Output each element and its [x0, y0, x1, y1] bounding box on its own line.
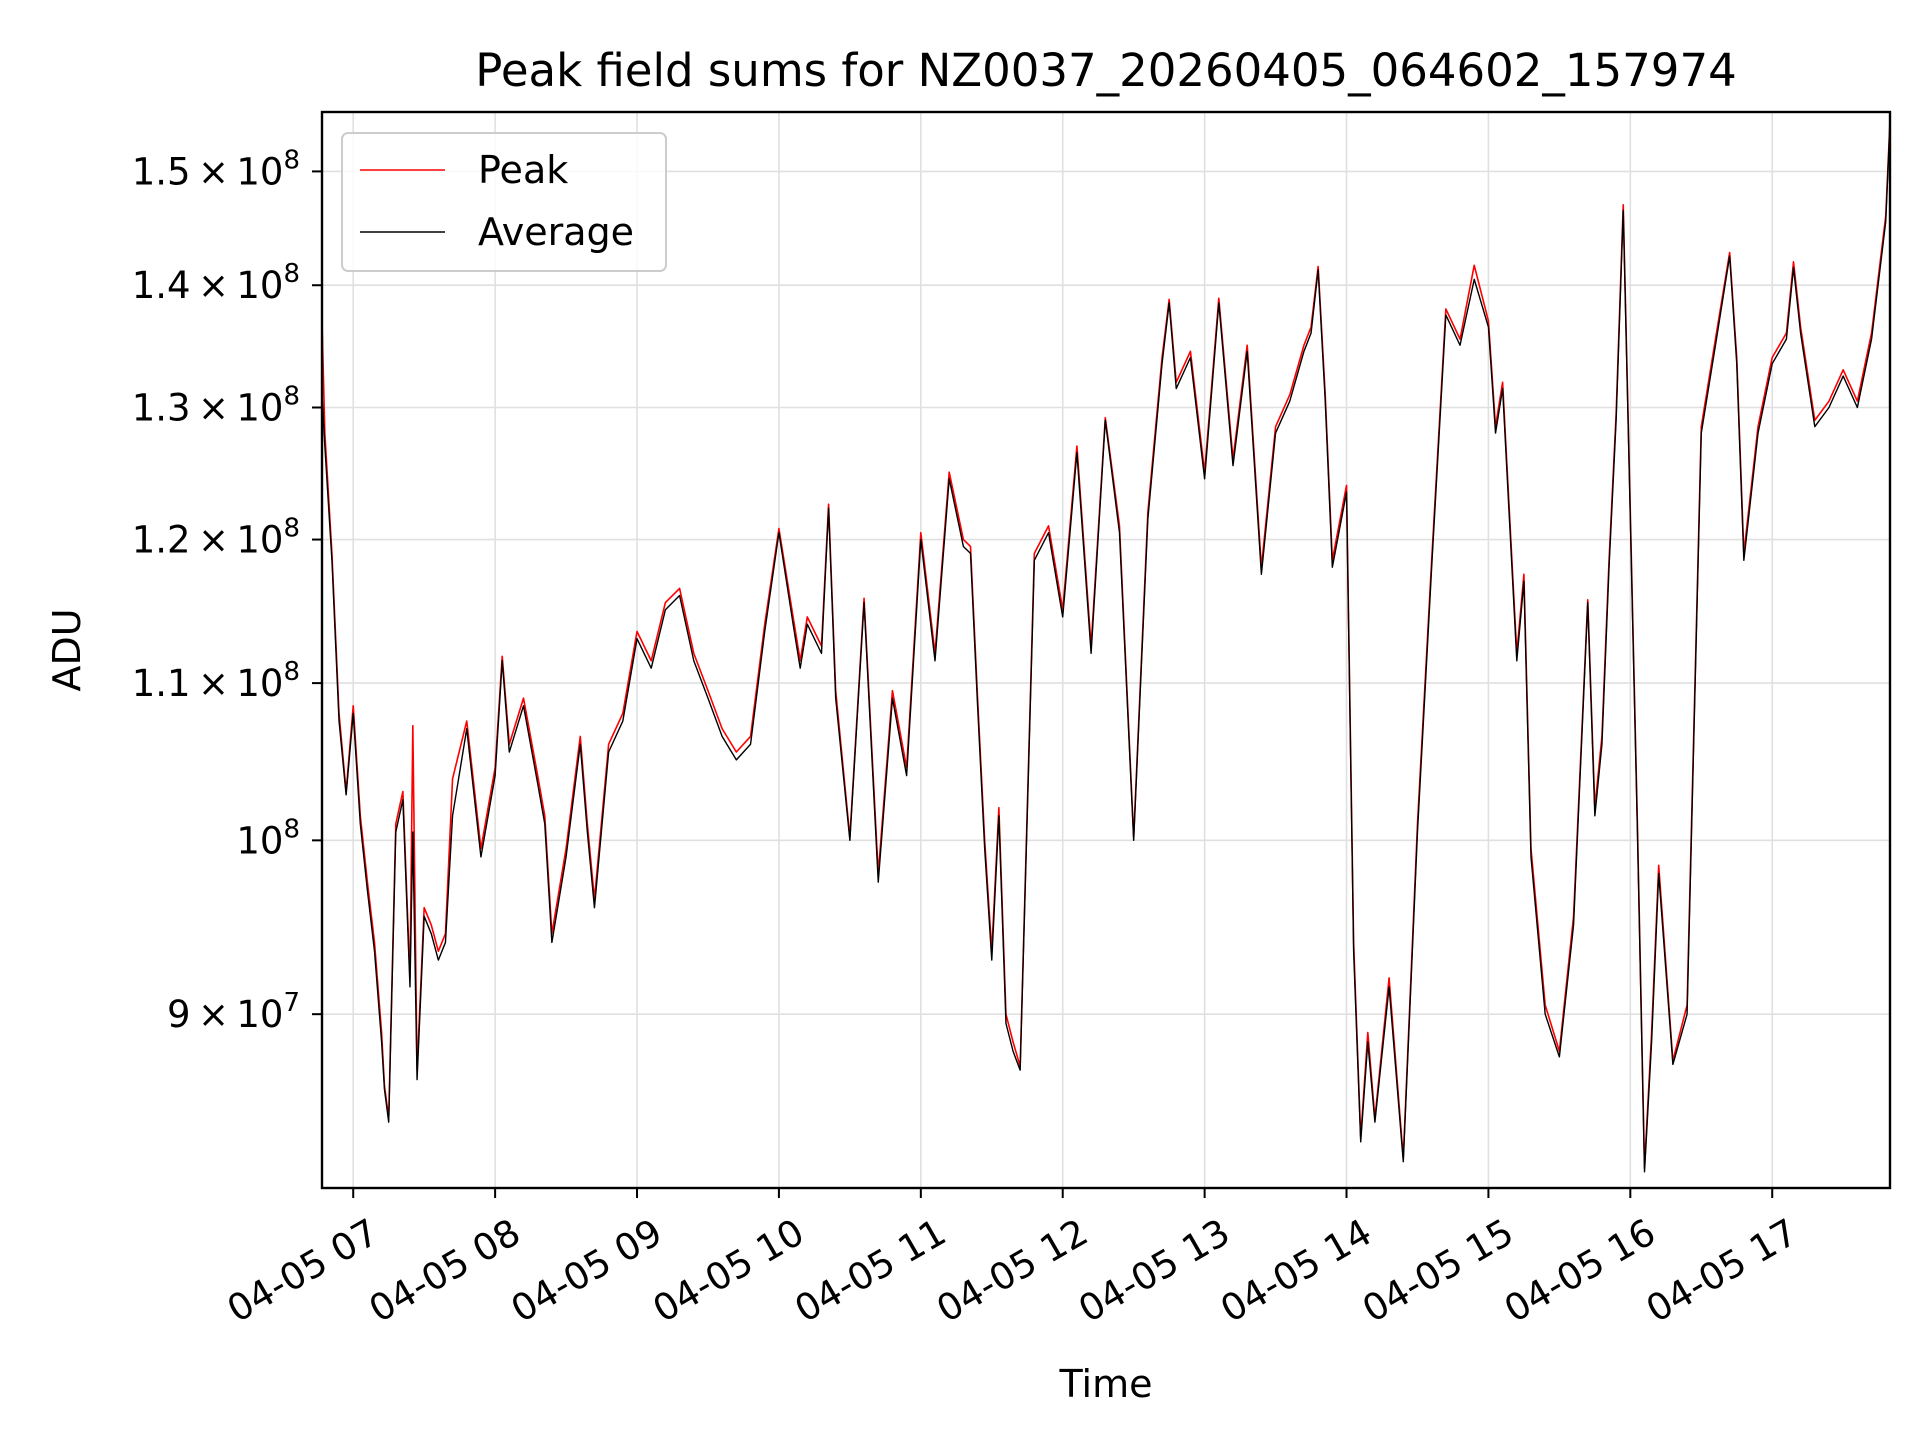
legend: Peak Average — [341, 132, 667, 272]
y-tick-label: 1.3 × 108 — [132, 381, 300, 429]
plot-frame — [320, 110, 1892, 1190]
y-axis-label: ADU — [45, 608, 89, 691]
series-layer — [321, 120, 1891, 1173]
y-tick-label: 1.1 × 108 — [132, 657, 300, 705]
y-tick-label: 1.4 × 108 — [132, 259, 300, 307]
x-axis-label: Time — [1059, 1362, 1153, 1406]
series-line-average — [321, 122, 1891, 1173]
legend-box — [341, 132, 667, 272]
y-tick-label: 108 — [236, 814, 300, 862]
legend-label-peak: Peak — [478, 148, 568, 192]
y-tick-label: 1.5 × 108 — [132, 145, 300, 193]
y-tick-label: 9 × 107 — [167, 988, 300, 1036]
grid — [322, 112, 1890, 1188]
legend-label-average: Average — [478, 210, 634, 254]
y-tick-label: 1.2 × 108 — [132, 514, 300, 562]
y-axis: 9 × 107 108 1.1 × 108 1.2 × 108 1.3 × 108 1.4… — [132, 145, 322, 1036]
chart-title: Peak field sums for NZ0037_20260405_0646… — [475, 44, 1736, 97]
